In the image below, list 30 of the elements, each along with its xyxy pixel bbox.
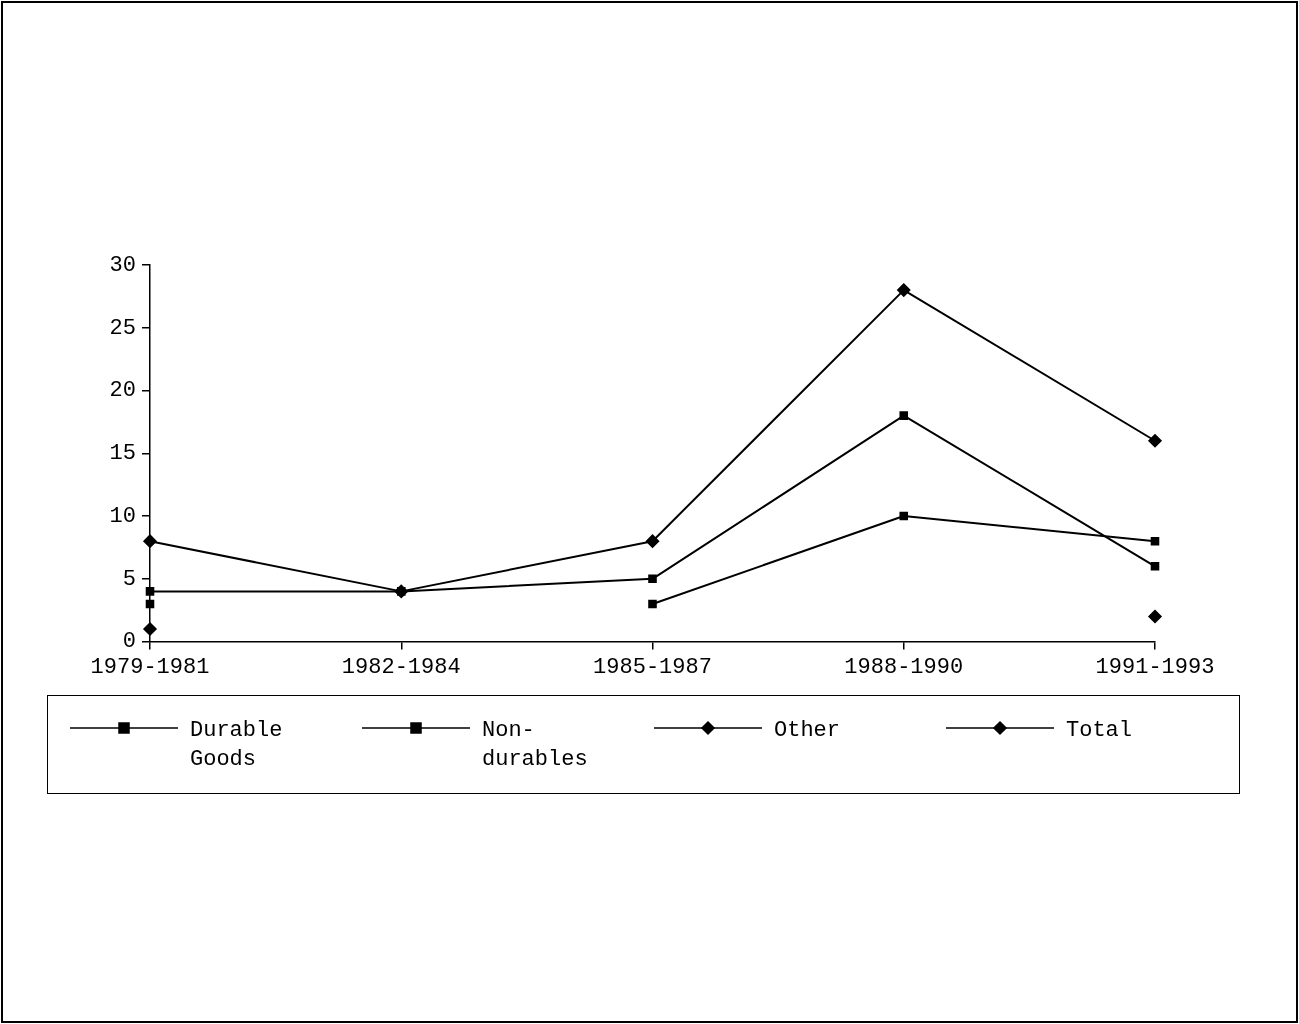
x-tick-label: 1982-1984 <box>341 654 461 680</box>
point <box>145 599 155 609</box>
point <box>145 587 155 596</box>
y-tick-label: 0 <box>122 629 136 655</box>
y-tick-label: 30 <box>109 252 136 278</box>
x-tick-label: 1988-1990 <box>844 654 964 680</box>
y-tick-label: 10 <box>109 503 136 529</box>
y-tick-label: 5 <box>122 566 136 592</box>
legend-label: Total <box>1066 717 1133 745</box>
point <box>1148 609 1162 624</box>
point <box>648 574 657 584</box>
point <box>897 283 911 297</box>
x-tick-label: 1979-1981 <box>90 654 210 680</box>
point <box>1148 434 1162 448</box>
x-tick-label: 1991-1993 <box>1095 654 1215 680</box>
point <box>648 599 657 609</box>
y-tick-label: 25 <box>109 315 136 341</box>
point <box>143 534 157 548</box>
point <box>1150 561 1160 571</box>
legend-label: Durable Goods <box>190 717 284 774</box>
legend-label: Non-durables <box>482 717 589 774</box>
point <box>899 511 909 521</box>
x-tick-label: 1985-1987 <box>593 654 712 680</box>
point <box>899 411 909 420</box>
point <box>1150 536 1160 546</box>
y-tick-label: 20 <box>109 378 136 404</box>
point <box>645 534 660 548</box>
point <box>143 622 157 636</box>
y-tick-label: 15 <box>109 441 136 467</box>
legend-label: Other <box>774 717 841 745</box>
